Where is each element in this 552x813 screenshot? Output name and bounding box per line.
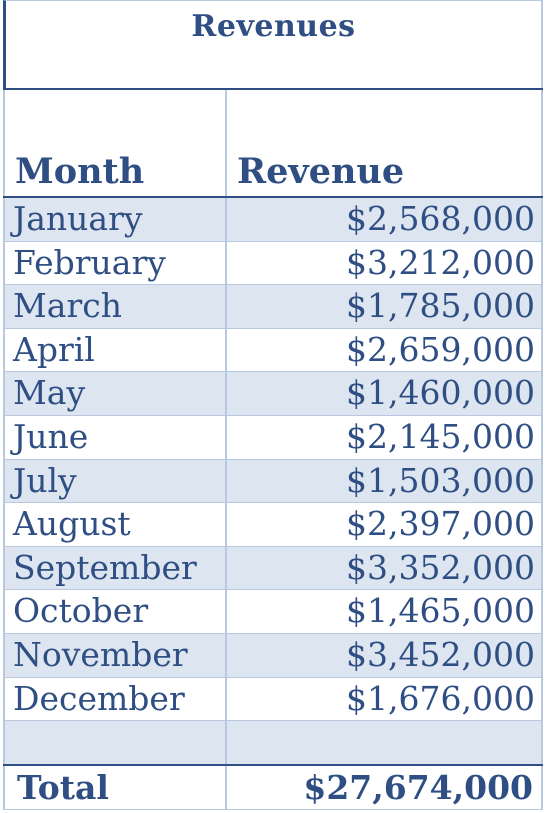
revenue-cell: $1,785,000 bbox=[346, 286, 535, 326]
table-body: January $2,568,000 February $3,212,000 M… bbox=[3, 198, 543, 765]
total-row: Total $27,674,000 bbox=[3, 766, 543, 810]
header-row: Month Revenue bbox=[3, 90, 543, 196]
column-divider bbox=[225, 677, 227, 721]
month-cell: February bbox=[13, 242, 166, 282]
table-row: October $1,465,000 bbox=[3, 590, 543, 634]
revenue-cell: $2,397,000 bbox=[346, 504, 535, 544]
revenue-cell: $1,465,000 bbox=[346, 591, 535, 631]
month-cell: August bbox=[13, 504, 131, 544]
title-rule bbox=[3, 88, 543, 90]
column-divider bbox=[225, 721, 227, 764]
month-cell: January bbox=[13, 199, 143, 238]
month-cell: December bbox=[13, 678, 185, 718]
month-column-header: Month bbox=[15, 151, 145, 192]
column-divider bbox=[225, 328, 227, 372]
table-row: August $2,397,000 bbox=[3, 503, 543, 547]
table-row: July $1,503,000 bbox=[3, 459, 543, 504]
total-rule bbox=[3, 764, 543, 766]
table-row: March $1,785,000 bbox=[3, 285, 543, 329]
month-cell: October bbox=[13, 591, 149, 631]
column-divider bbox=[225, 503, 227, 546]
revenue-cell: $1,676,000 bbox=[346, 678, 535, 718]
table-row-empty bbox=[3, 721, 543, 765]
month-cell: March bbox=[13, 286, 122, 326]
total-value: $27,674,000 bbox=[303, 768, 533, 807]
table-row: February $3,212,000 bbox=[3, 241, 543, 286]
column-divider bbox=[225, 415, 227, 459]
month-cell: April bbox=[13, 329, 95, 369]
revenue-cell: $3,352,000 bbox=[346, 547, 535, 587]
month-cell: September bbox=[13, 547, 197, 587]
column-divider bbox=[225, 590, 227, 633]
column-divider bbox=[225, 372, 227, 415]
revenue-cell: $1,503,000 bbox=[346, 460, 535, 500]
table-row: April $2,659,000 bbox=[3, 328, 543, 373]
column-divider bbox=[225, 546, 227, 590]
revenue-cell: $2,145,000 bbox=[346, 416, 535, 456]
revenue-cell: $2,568,000 bbox=[346, 199, 535, 238]
table-title-cell: Revenues bbox=[3, 0, 543, 88]
column-divider bbox=[225, 241, 227, 285]
table-row: June $2,145,000 bbox=[3, 415, 543, 460]
month-cell: June bbox=[13, 416, 89, 456]
total-label: Total bbox=[17, 768, 109, 807]
revenue-cell: $2,659,000 bbox=[346, 329, 535, 369]
table-title: Revenues bbox=[191, 9, 356, 44]
column-divider bbox=[225, 633, 227, 677]
month-cell: May bbox=[13, 373, 86, 413]
revenue-column-header: Revenue bbox=[237, 151, 405, 192]
month-cell: November bbox=[13, 634, 188, 674]
table-row: September $3,352,000 bbox=[3, 546, 543, 591]
column-divider bbox=[225, 285, 227, 328]
month-cell: July bbox=[13, 460, 77, 500]
table-row: December $1,676,000 bbox=[3, 677, 543, 722]
revenue-cell: $1,460,000 bbox=[346, 373, 535, 413]
header-rule bbox=[3, 196, 543, 198]
column-divider bbox=[225, 459, 227, 503]
table-row: November $3,452,000 bbox=[3, 633, 543, 678]
column-divider bbox=[225, 766, 227, 809]
revenue-cell: $3,212,000 bbox=[346, 242, 535, 282]
table-row: January $2,568,000 bbox=[3, 198, 543, 242]
column-divider bbox=[225, 198, 227, 241]
revenue-cell: $3,452,000 bbox=[346, 634, 535, 674]
table-row: May $1,460,000 bbox=[3, 372, 543, 416]
column-divider bbox=[225, 90, 227, 196]
